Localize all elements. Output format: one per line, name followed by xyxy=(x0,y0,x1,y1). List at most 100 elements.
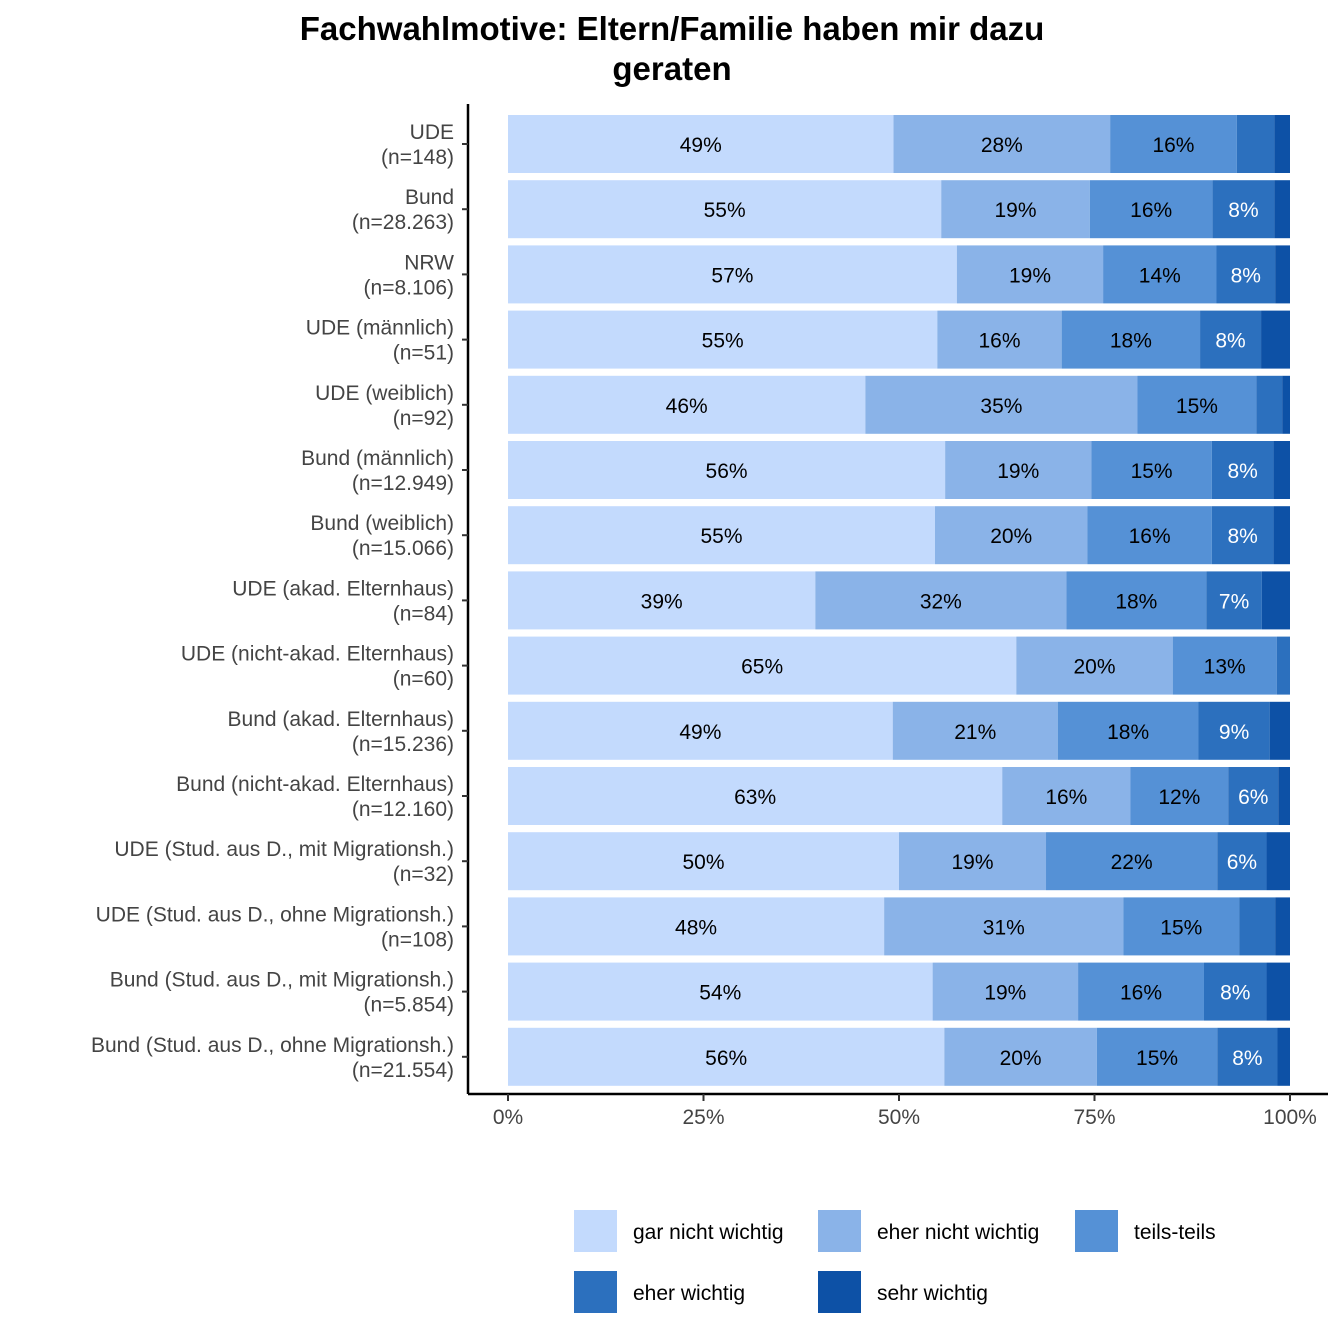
bar-segment xyxy=(508,832,899,891)
bar-segment xyxy=(1228,767,1279,825)
data-label: 49% xyxy=(680,134,722,157)
bar-segment xyxy=(1217,1027,1278,1086)
data-label: 19% xyxy=(951,851,993,874)
data-label: 46% xyxy=(666,395,708,418)
bar-segment xyxy=(508,701,893,760)
data-label: 22% xyxy=(1111,851,1153,874)
category-label: Bund (Stud. aus D., ohne Migrationsh.) xyxy=(91,1034,454,1057)
category-label: UDE (akad. Elternhaus) xyxy=(232,577,454,600)
legend-label: sehr wichtig xyxy=(877,1282,988,1305)
data-label: 18% xyxy=(1110,330,1152,353)
category-label: Bund (akad. Elternhaus) xyxy=(228,708,454,731)
legend-swatch xyxy=(574,1271,617,1313)
bar-segment xyxy=(1087,506,1212,565)
bar-segment xyxy=(1236,115,1275,173)
data-label: 50% xyxy=(682,851,724,874)
bar-segment xyxy=(1078,962,1204,1021)
bar-segment xyxy=(1256,375,1283,434)
bar-segment xyxy=(1061,310,1201,369)
data-label: 6% xyxy=(1227,851,1257,874)
x-tick-label: 0% xyxy=(493,1106,523,1129)
legend-swatch xyxy=(1075,1210,1118,1252)
category-label: UDE (männlich) xyxy=(306,317,454,340)
bar-segment xyxy=(508,245,957,304)
bar-segment xyxy=(815,571,1067,630)
bar-segment xyxy=(1137,375,1257,434)
bar-segment xyxy=(508,180,942,239)
data-label: 55% xyxy=(700,525,742,548)
bar-segment xyxy=(1130,767,1229,825)
legend-label: eher nicht wichtig xyxy=(877,1221,1039,1244)
data-label: 19% xyxy=(997,460,1039,483)
category-n-label: (n=21.554) xyxy=(352,1059,454,1082)
bar-segment xyxy=(1203,962,1267,1021)
bar-segment xyxy=(1123,897,1240,956)
bar-segment xyxy=(932,962,1079,1021)
category-n-label: (n=15.236) xyxy=(352,733,454,756)
bar-segment xyxy=(508,506,935,565)
category-label: UDE (nicht-akad. Elternhaus) xyxy=(181,643,454,666)
data-label: 39% xyxy=(641,590,683,613)
bar-segment xyxy=(508,310,938,369)
bar-segment xyxy=(1046,832,1218,891)
category-n-label: (n=108) xyxy=(381,928,454,951)
bar-segment xyxy=(892,701,1058,760)
data-label: 55% xyxy=(702,330,744,353)
data-label: 49% xyxy=(679,721,721,744)
bar-segment xyxy=(1275,245,1290,304)
data-label: 65% xyxy=(741,656,783,679)
bar-segment xyxy=(1261,310,1290,369)
data-label: 56% xyxy=(705,1047,747,1070)
bar-segment xyxy=(508,571,816,630)
bar-segment xyxy=(1274,115,1290,173)
category-label: Bund (weiblich) xyxy=(310,512,454,535)
bar-segment xyxy=(1211,441,1274,499)
bar-segment xyxy=(945,441,1092,499)
category-label: Bund (Stud. aus D., mit Migrationsh.) xyxy=(110,969,454,992)
bar-segment xyxy=(1273,441,1290,499)
data-label: 19% xyxy=(1009,264,1051,287)
data-label: 31% xyxy=(983,916,1025,939)
bar-segment xyxy=(1096,1027,1218,1086)
category-n-label: (n=148) xyxy=(381,146,454,169)
bar-segment xyxy=(1239,897,1276,956)
bar-segment xyxy=(1089,180,1213,239)
bar-segment xyxy=(1206,571,1262,630)
x-tick-label: 25% xyxy=(682,1106,724,1129)
legend-label: eher wichtig xyxy=(633,1282,745,1305)
legend-swatch xyxy=(574,1210,617,1252)
data-label: 8% xyxy=(1228,460,1258,483)
data-label: 14% xyxy=(1139,264,1181,287)
category-label: UDE (Stud. aus D., mit Migrationsh.) xyxy=(114,838,454,861)
data-label: 20% xyxy=(1073,656,1115,679)
data-label: 18% xyxy=(1107,721,1149,744)
bar-segment xyxy=(1274,180,1290,239)
category-n-label: (n=8.106) xyxy=(364,276,454,299)
bar-segment xyxy=(1057,701,1199,760)
data-label: 48% xyxy=(675,916,717,939)
bar-segment xyxy=(1273,506,1290,565)
category-label: UDE (Stud. aus D., ohne Migrationsh.) xyxy=(96,903,454,926)
bar-segment xyxy=(884,897,1124,956)
data-label: 19% xyxy=(995,199,1037,222)
category-n-label: (n=92) xyxy=(393,407,454,430)
data-label: 16% xyxy=(1045,786,1087,809)
data-label: 28% xyxy=(981,134,1023,157)
data-label: 18% xyxy=(1115,590,1157,613)
bar-segment xyxy=(899,832,1047,891)
category-label: Bund (nicht-akad. Elternhaus) xyxy=(176,773,454,796)
bar-segment xyxy=(1211,506,1274,565)
data-label: 13% xyxy=(1204,656,1246,679)
data-label: 16% xyxy=(1152,134,1194,157)
bar-segment xyxy=(944,1027,1097,1086)
data-label: 8% xyxy=(1231,264,1261,287)
data-label: 8% xyxy=(1215,330,1245,353)
bar-segment xyxy=(508,115,894,173)
data-label: 35% xyxy=(980,395,1022,418)
bar-segment xyxy=(508,1027,945,1086)
category-n-label: (n=12.160) xyxy=(352,798,454,821)
category-label: UDE xyxy=(410,121,454,144)
bar-segment xyxy=(893,115,1111,173)
data-label: 9% xyxy=(1219,721,1249,744)
